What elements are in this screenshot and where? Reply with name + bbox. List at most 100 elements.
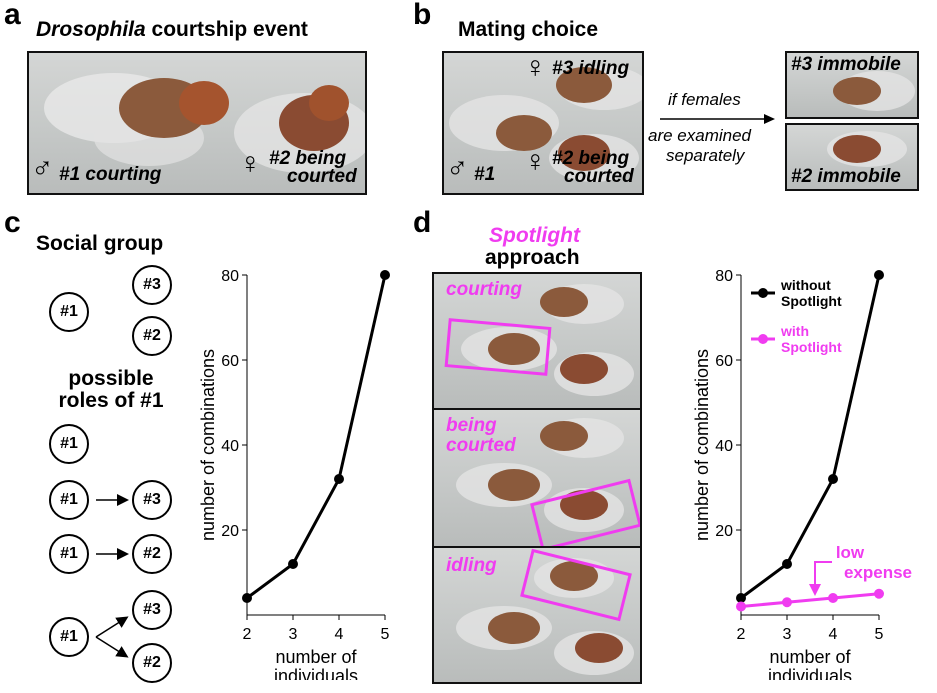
arrow-text-mid: are examined — [648, 126, 752, 145]
spotlight-title: Spotlight — [489, 224, 580, 247]
arrow-text-bot: separately — [666, 146, 745, 165]
panel-a-letter: a — [4, 0, 21, 31]
series-1-point — [736, 601, 746, 612]
female-being-label-2: courted — [287, 166, 357, 187]
panel-b-title: Mating choice — [458, 18, 599, 41]
immobile2-fly-image — [827, 131, 907, 167]
panel-b-photo: ♀ #3 idling ♂ #1 ♀ #2 being courted — [442, 51, 644, 195]
x-tick-label: 4 — [829, 626, 838, 643]
series-1-point — [828, 593, 838, 603]
roles-title-line1: possible — [68, 367, 154, 390]
series-0-point — [380, 270, 390, 280]
spotlight-box-1 — [444, 318, 552, 376]
immobile3-fly-image — [833, 71, 915, 111]
series-0-point — [736, 593, 746, 603]
panel-d-letter: d — [413, 206, 432, 239]
y-tick-label: 20 — [221, 523, 239, 540]
immobile3-label: #3 immobile — [791, 54, 901, 75]
frame3-idling-label: idling — [446, 555, 497, 576]
spotlight-box-3 — [520, 548, 632, 622]
y-tick-label: 20 — [715, 523, 733, 540]
male1-label: #1 — [474, 164, 496, 185]
panel-b-letter: b — [413, 0, 432, 31]
spotlight-box-2 — [530, 478, 640, 546]
role-a-3: #3 — [132, 480, 172, 520]
series-1-line — [740, 592, 880, 608]
x-tick-label: 2 — [737, 626, 746, 643]
x-tick-label: 2 — [243, 626, 252, 643]
series-0-point — [334, 474, 344, 484]
low-expense-arrowhead — [809, 584, 821, 596]
x-axis-label-line1: number of — [769, 647, 851, 667]
role-b-1: #1 — [49, 534, 89, 574]
panel-b-right-top-photo: #3 immobile — [785, 51, 919, 119]
y-tick-label: 60 — [715, 353, 733, 370]
frame1-flies — [444, 284, 634, 396]
female2-symbol: ♀ — [524, 145, 547, 178]
female3-idling-label: #3 idling — [552, 58, 630, 79]
panel-a-photo: ♂ #1 courting ♀ #2 being courted — [27, 51, 367, 195]
male-symbol: ♂ — [31, 151, 54, 184]
series-0-line — [246, 274, 387, 600]
y-tick-label: 40 — [715, 438, 733, 455]
x-tick-label: 5 — [381, 626, 390, 643]
female-symbol: ♀ — [239, 147, 262, 180]
frame2-being-label-1: being — [446, 415, 497, 436]
panel-a-title-italic: Drosophila — [36, 18, 146, 41]
legend-1-label-line1: with — [780, 323, 809, 339]
y-axis-label: number of combinations — [198, 349, 218, 541]
roles-title: possible roles of #1 — [48, 368, 174, 412]
low-expense-arrow — [814, 561, 832, 588]
series-0-point — [242, 593, 252, 603]
series-0-point — [874, 270, 884, 280]
role-c-3: #3 — [132, 590, 172, 630]
legend-0-label-line1: without — [780, 277, 831, 293]
x-tick-label: 3 — [783, 626, 792, 643]
examine-arrow — [660, 114, 775, 124]
legend-0-marker — [758, 288, 768, 298]
legend-1-label-line2: Spotlight — [781, 339, 842, 355]
role-c-2: #2 — [132, 643, 172, 683]
spotlight-frame-2: being courted — [432, 408, 642, 548]
male1-symbol: ♂ — [446, 151, 469, 184]
legend-1-marker — [758, 334, 768, 344]
spotlight-frame-3: idling — [432, 546, 642, 684]
x-axis-label-line2: individuals — [768, 666, 852, 680]
low-expense-label-line2: expense — [844, 563, 912, 582]
immobile2-label: #2 immobile — [791, 166, 901, 187]
x-tick-label: 4 — [335, 626, 344, 643]
legend-0-label-line2: Spotlight — [781, 293, 842, 309]
panel-c-letter: c — [4, 206, 21, 239]
role-b-2: #2 — [132, 534, 172, 574]
panel-b-right-bottom-photo: #2 immobile — [785, 123, 919, 191]
series-0-line — [740, 274, 881, 600]
roles-title-line2: roles of #1 — [58, 389, 164, 412]
female3-symbol: ♀ — [524, 51, 547, 84]
group-circle-2: #2 — [132, 316, 172, 356]
group-circle-1: #1 — [49, 292, 89, 332]
y-tick-label: 40 — [221, 438, 239, 455]
series-1-point — [782, 597, 792, 608]
panel-a-title: Drosophila courtship event — [36, 18, 308, 42]
female-being-label-1: #2 being — [269, 148, 347, 169]
frame2-flies — [456, 418, 640, 546]
female2-being-label-2: courted — [564, 166, 634, 187]
x-axis-label-line2: individuals — [274, 666, 358, 680]
y-axis-label: number of combinations — [692, 349, 712, 541]
y-tick-label: 80 — [715, 268, 733, 285]
social-group-title: Social group — [36, 232, 164, 255]
arrow-fork-to-2 — [95, 636, 129, 658]
role-c-1: #1 — [49, 617, 89, 657]
group-circle-3: #3 — [132, 265, 172, 305]
arrow-text-top: if females — [668, 90, 741, 109]
male-courting-label: #1 courting — [59, 164, 162, 185]
frame2-being-label-2: courted — [446, 435, 516, 456]
series-0-point — [288, 559, 298, 569]
y-tick-label: 60 — [221, 353, 239, 370]
x-tick-label: 3 — [289, 626, 298, 643]
x-axis-label-line1: number of — [275, 647, 357, 667]
low-expense-label-line1: low — [836, 543, 865, 562]
role-a-1: #1 — [49, 480, 89, 520]
